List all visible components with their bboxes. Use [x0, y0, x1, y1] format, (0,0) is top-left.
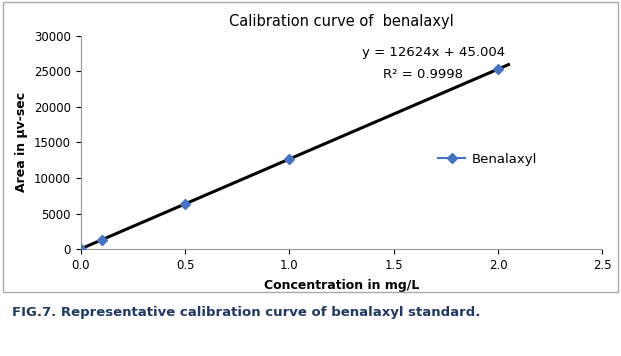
Text: FIG.7. Representative calibration curve of benalaxyl standard.: FIG.7. Representative calibration curve … — [12, 306, 481, 319]
Text: y = 12624x + 45.004: y = 12624x + 45.004 — [363, 46, 505, 59]
X-axis label: Concentration in mg/L: Concentration in mg/L — [264, 279, 419, 292]
Y-axis label: Area in μv-sec: Area in μv-sec — [16, 92, 29, 193]
Title: Calibration curve of  benalaxyl: Calibration curve of benalaxyl — [229, 14, 454, 29]
Text: R² = 0.9998: R² = 0.9998 — [383, 68, 463, 81]
Legend: Benalaxyl: Benalaxyl — [433, 148, 542, 171]
